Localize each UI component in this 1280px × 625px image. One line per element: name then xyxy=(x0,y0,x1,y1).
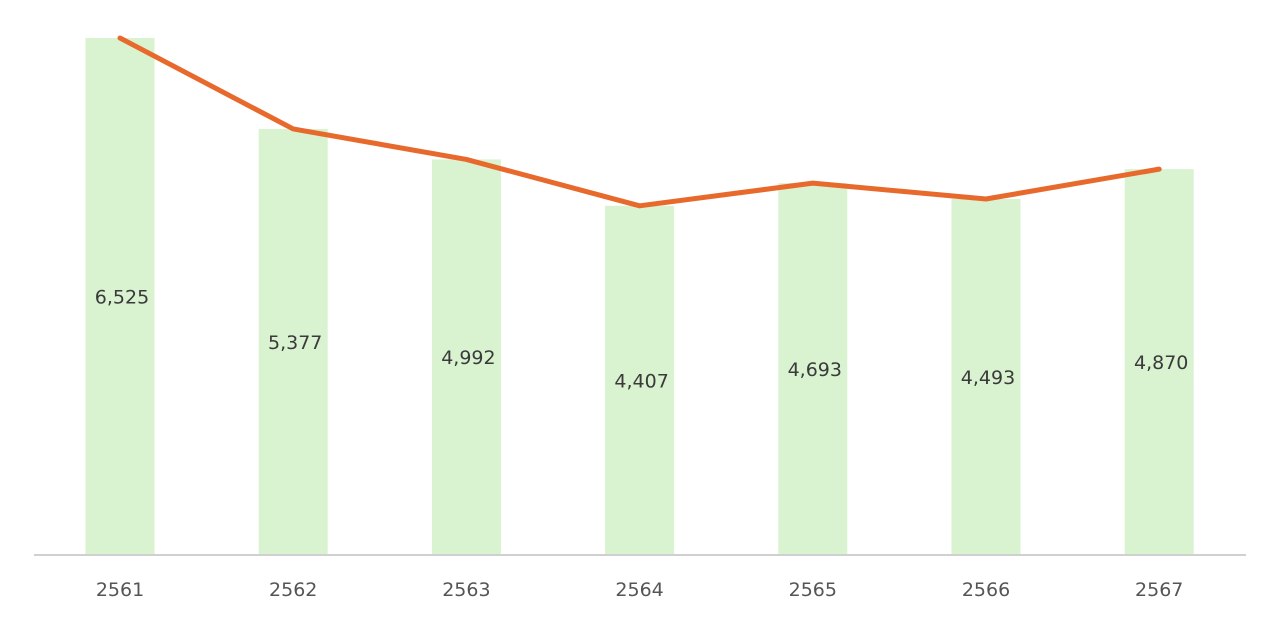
bar-value-label-2567: 4,870 xyxy=(1134,352,1188,374)
bar-series xyxy=(85,38,1194,556)
bar-2567 xyxy=(1124,169,1194,555)
bar-2566 xyxy=(951,199,1021,555)
trend-line xyxy=(117,35,1162,209)
bar-2565 xyxy=(778,183,848,555)
bar-value-labels: 6,525 5,377 4,992 4,407 4,693 4,493 4,870 xyxy=(95,287,1189,393)
bar-2564 xyxy=(605,205,675,555)
x-tick-label-2567: 2567 xyxy=(1135,579,1183,601)
x-tick-label-2562: 2562 xyxy=(269,579,317,601)
bar-value-label-2565: 4,693 xyxy=(788,359,842,381)
bar-value-label-2563: 4,992 xyxy=(441,347,495,369)
bar-value-label-2561: 6,525 xyxy=(95,287,149,309)
x-tick-label-2564: 2564 xyxy=(615,579,663,601)
bar-2562 xyxy=(258,128,328,555)
bar-value-label-2566: 4,493 xyxy=(961,367,1015,389)
x-tick-label-2563: 2563 xyxy=(442,579,490,601)
bar-2561 xyxy=(85,38,155,555)
bar-value-label-2562: 5,377 xyxy=(268,332,322,354)
x-tick-labels: 2561 2562 2563 2564 2565 2566 2567 xyxy=(96,579,1184,601)
bar-value-label-2564: 4,407 xyxy=(614,370,668,392)
x-tick-label-2565: 2565 xyxy=(789,579,837,601)
x-tick-label-2561: 2561 xyxy=(96,579,144,601)
bar-2563 xyxy=(431,159,501,556)
x-tick-label-2566: 2566 xyxy=(962,579,1010,601)
